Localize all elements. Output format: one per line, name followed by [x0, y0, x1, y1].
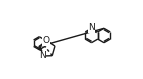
Text: N: N [39, 51, 46, 60]
Text: O: O [42, 36, 49, 45]
Text: N: N [88, 23, 95, 32]
